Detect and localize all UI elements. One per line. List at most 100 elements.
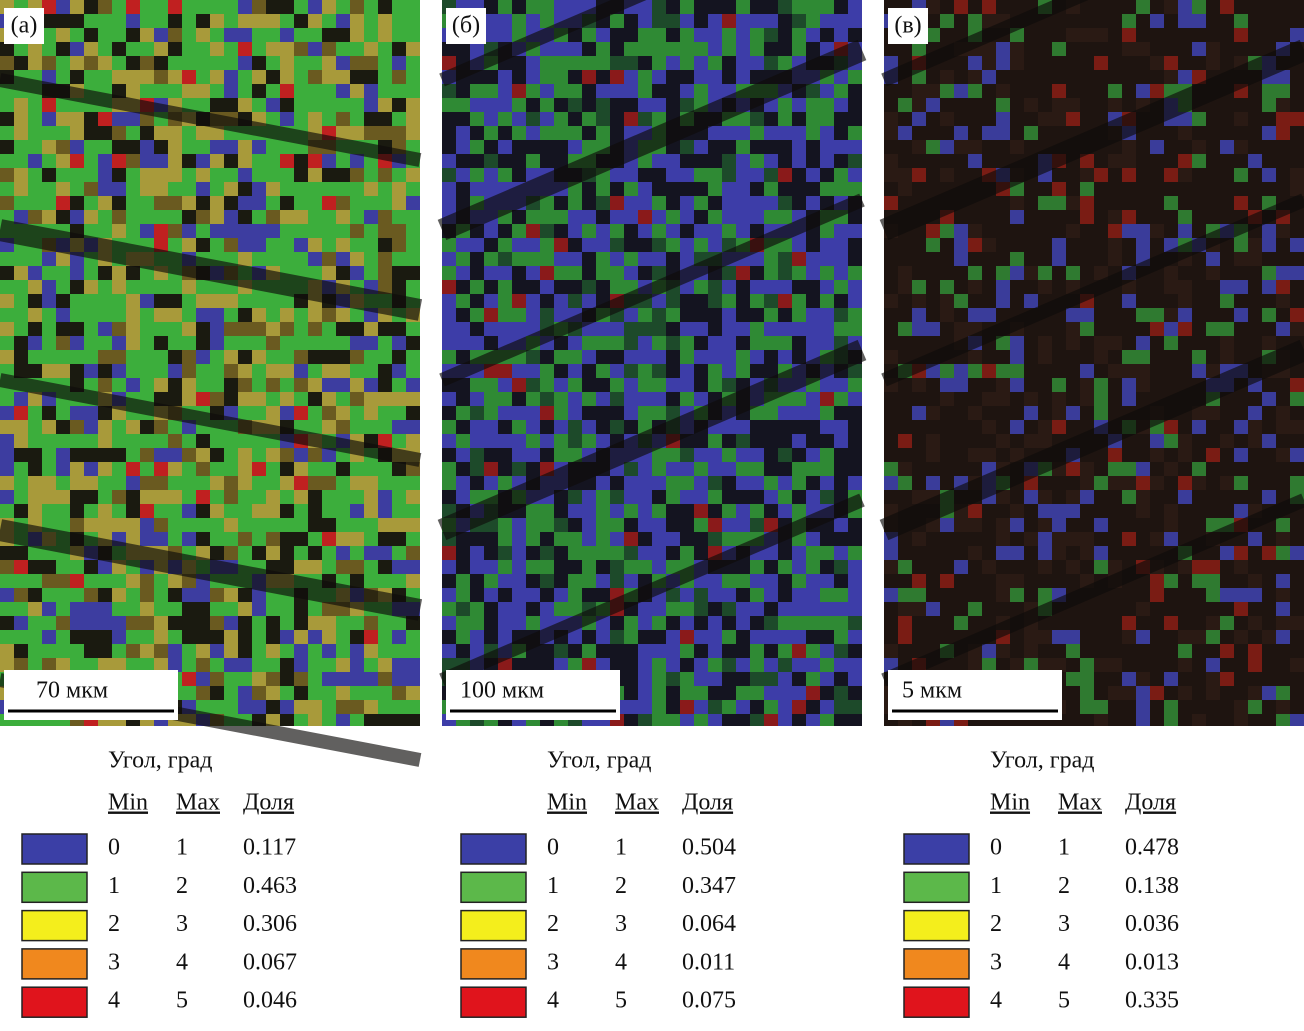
map-pixel — [1038, 588, 1052, 602]
map-pixel — [666, 700, 680, 714]
map-pixel — [182, 70, 196, 84]
map-pixel — [224, 238, 238, 252]
map-pixel — [582, 588, 596, 602]
map-pixel — [1234, 658, 1248, 672]
map-pixel — [378, 700, 392, 714]
map-pixel — [42, 154, 56, 168]
map-pixel — [112, 294, 126, 308]
map-pixel — [1080, 322, 1094, 336]
map-pixel — [1206, 266, 1220, 280]
map-pixel — [764, 448, 778, 462]
map-pixel — [224, 700, 238, 714]
map-pixel — [820, 280, 834, 294]
map-pixel — [280, 714, 294, 726]
map-pixel — [666, 336, 680, 350]
map-pixel — [652, 224, 666, 238]
map-pixel — [378, 658, 392, 672]
map-pixel — [666, 56, 680, 70]
map-pixel — [1164, 504, 1178, 518]
map-pixel — [1276, 574, 1290, 588]
map-pixel — [666, 70, 680, 84]
map-pixel — [350, 476, 364, 490]
map-pixel — [764, 700, 778, 714]
map-pixel — [912, 644, 926, 658]
map-pixel — [470, 462, 484, 476]
map-pixel — [322, 630, 336, 644]
map-pixel — [1108, 210, 1122, 224]
map-pixel — [56, 0, 70, 14]
map-pixel — [1164, 196, 1178, 210]
map-pixel — [1178, 644, 1192, 658]
map-pixel — [322, 28, 336, 42]
map-pixel — [680, 210, 694, 224]
map-pixel — [568, 588, 582, 602]
map-pixel — [926, 182, 940, 196]
map-pixel — [954, 616, 968, 630]
map-pixel — [750, 602, 764, 616]
map-pixel — [898, 182, 912, 196]
map-pixel — [378, 462, 392, 476]
map-pixel — [680, 672, 694, 686]
map-pixel — [1080, 560, 1094, 574]
map-pixel — [624, 518, 638, 532]
map-pixel — [1290, 532, 1304, 546]
map-pixel — [406, 210, 420, 224]
map-pixel — [1094, 322, 1108, 336]
map-pixel — [168, 238, 182, 252]
map-pixel — [322, 420, 336, 434]
map-pixel — [722, 322, 736, 336]
map-pixel — [1178, 28, 1192, 42]
map-pixel — [308, 322, 322, 336]
map-pixel — [84, 434, 98, 448]
map-pixel — [848, 630, 862, 644]
map-pixel — [610, 98, 624, 112]
map-pixel — [652, 28, 666, 42]
map-pixel — [238, 308, 252, 322]
map-pixel — [84, 322, 98, 336]
map-pixel — [996, 294, 1010, 308]
map-pixel — [666, 224, 680, 238]
map-pixel — [182, 84, 196, 98]
map-pixel — [554, 252, 568, 266]
map-pixel — [196, 224, 210, 238]
map-pixel — [940, 154, 954, 168]
map-pixel — [722, 504, 736, 518]
map-pixel — [498, 630, 512, 644]
map-pixel — [350, 378, 364, 392]
map-band — [439, 0, 647, 87]
map-pixel — [350, 168, 364, 182]
map-pixel — [1094, 490, 1108, 504]
map-pixel — [666, 42, 680, 56]
map-pixel — [1108, 70, 1122, 84]
map-pixel — [1010, 560, 1024, 574]
map-pixel — [280, 476, 294, 490]
map-pixel — [694, 336, 708, 350]
map-pixel — [764, 28, 778, 42]
map-pixel — [238, 588, 252, 602]
map-pixel — [1094, 112, 1108, 126]
map-pixel — [1136, 434, 1150, 448]
map-pixel — [582, 28, 596, 42]
map-pixel — [582, 378, 596, 392]
map-pixel — [1276, 280, 1290, 294]
map-pixel — [750, 196, 764, 210]
map-pixel — [610, 56, 624, 70]
map-pixel — [238, 350, 252, 364]
map-pixel — [196, 238, 210, 252]
map-pixel — [322, 700, 336, 714]
map-pixel — [912, 238, 926, 252]
map-pixel — [680, 14, 694, 28]
map-pixel — [1276, 294, 1290, 308]
map-pixel — [736, 140, 750, 154]
map-pixel — [0, 196, 14, 210]
map-pixel — [392, 0, 406, 14]
map-pixel — [792, 126, 806, 140]
map-pixel — [84, 210, 98, 224]
map-pixel — [1052, 266, 1066, 280]
map-pixel — [554, 112, 568, 126]
map-pixel — [168, 308, 182, 322]
map-pixel — [126, 490, 140, 504]
map-pixel — [820, 294, 834, 308]
map-pixel — [56, 168, 70, 182]
map-pixel — [554, 546, 568, 560]
